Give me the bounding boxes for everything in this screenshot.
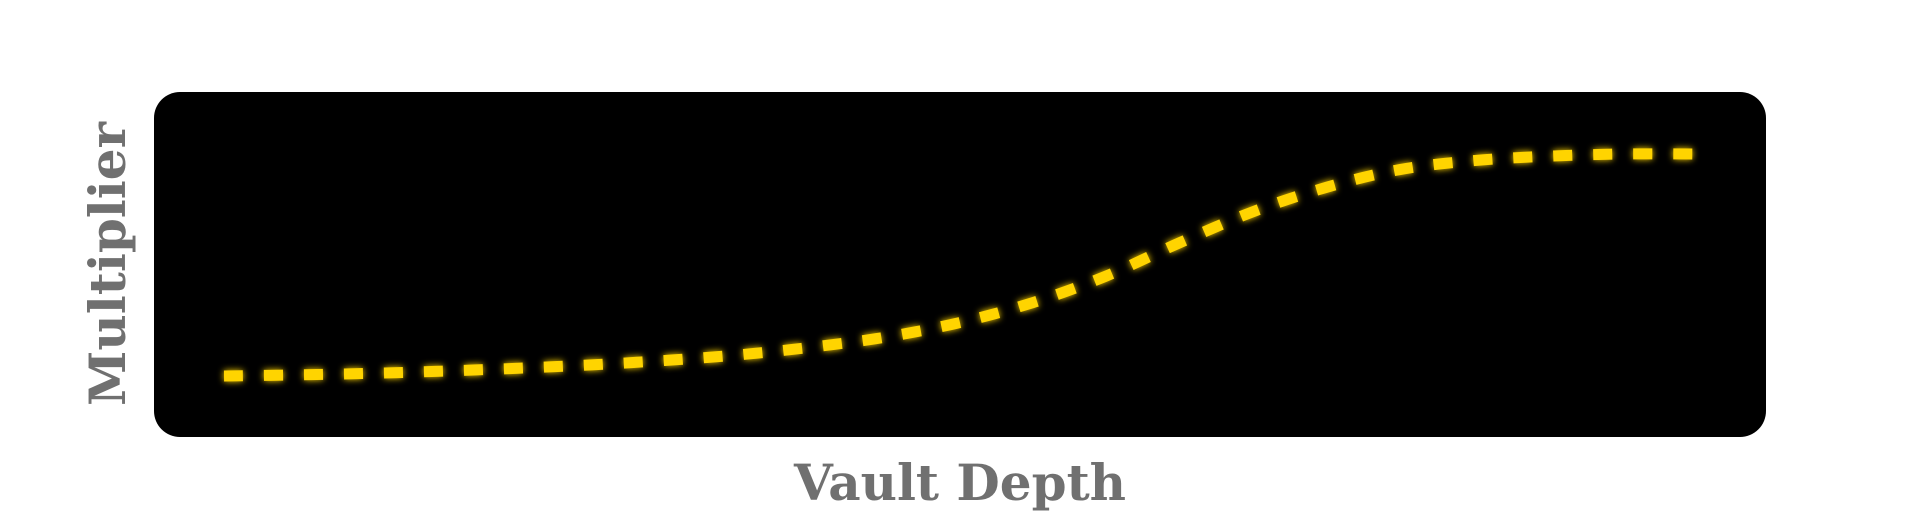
data-point-2 <box>368 370 374 376</box>
data-point-1 <box>295 372 301 378</box>
data-point-5 <box>589 362 595 368</box>
data-point-8 <box>809 344 815 350</box>
y-axis-label: Multiplier <box>78 121 137 406</box>
data-point-18 <box>1544 153 1550 159</box>
data-point-9 <box>883 334 889 340</box>
data-point-6 <box>662 357 668 363</box>
x-axis-label: Vault Depth <box>793 453 1126 512</box>
data-point-20 <box>1691 151 1697 157</box>
series-line <box>223 148 1695 382</box>
data-point-19 <box>1618 151 1624 157</box>
data-point-11 <box>1030 300 1036 306</box>
data-point-16 <box>1397 167 1403 173</box>
data-point-17 <box>1471 158 1477 164</box>
data-point-7 <box>736 352 742 358</box>
data-point-15 <box>1324 184 1330 190</box>
data-point-3 <box>442 368 448 374</box>
data-point-4 <box>515 365 521 371</box>
data-point-0 <box>221 373 227 379</box>
data-point-14 <box>1250 209 1256 215</box>
data-point-10 <box>956 320 962 326</box>
plot-area <box>154 92 1766 437</box>
data-point-13 <box>1177 240 1183 246</box>
data-point-12 <box>1103 273 1109 279</box>
